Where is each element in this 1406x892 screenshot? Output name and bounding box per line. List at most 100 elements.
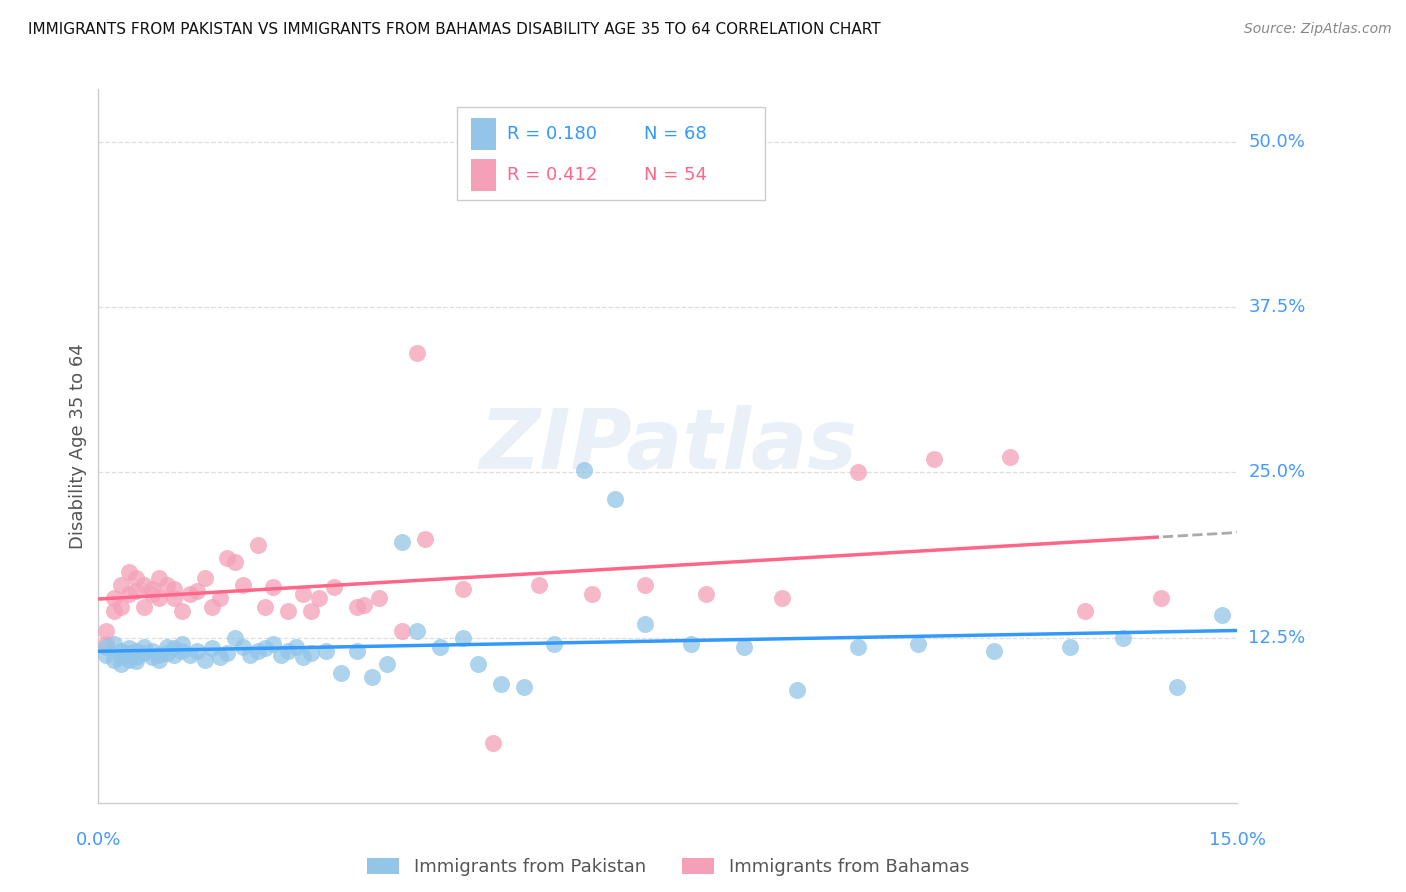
Point bbox=[262, 637, 284, 651]
Point bbox=[270, 648, 292, 662]
Point bbox=[118, 653, 141, 667]
Point bbox=[254, 641, 277, 656]
Point bbox=[163, 648, 186, 662]
Y-axis label: Disability Age 35 to 64: Disability Age 35 to 64 bbox=[69, 343, 87, 549]
Point bbox=[132, 647, 155, 661]
Point bbox=[1166, 680, 1188, 694]
Point bbox=[141, 650, 163, 665]
Text: R = 0.412: R = 0.412 bbox=[508, 166, 598, 184]
Point bbox=[907, 637, 929, 651]
Point bbox=[786, 683, 808, 698]
Point bbox=[284, 640, 307, 654]
Point bbox=[232, 578, 254, 592]
Point bbox=[132, 600, 155, 615]
Point bbox=[170, 644, 193, 658]
Point bbox=[634, 578, 657, 592]
Point bbox=[246, 644, 269, 658]
Point bbox=[163, 591, 186, 605]
Point bbox=[148, 648, 170, 662]
Point bbox=[406, 624, 429, 638]
Point bbox=[194, 653, 217, 667]
Point bbox=[277, 644, 299, 658]
Point bbox=[132, 640, 155, 654]
Point bbox=[292, 650, 315, 665]
Point bbox=[103, 637, 125, 651]
Point bbox=[254, 600, 277, 615]
Point bbox=[118, 647, 141, 661]
Point bbox=[208, 591, 231, 605]
Point bbox=[634, 617, 657, 632]
Point bbox=[679, 637, 702, 651]
Point bbox=[299, 604, 322, 618]
Point bbox=[695, 587, 717, 601]
Text: Source: ZipAtlas.com: Source: ZipAtlas.com bbox=[1244, 22, 1392, 37]
Text: 25.0%: 25.0% bbox=[1249, 464, 1306, 482]
Point bbox=[581, 587, 603, 601]
Point bbox=[103, 591, 125, 605]
Point bbox=[603, 491, 626, 506]
Point bbox=[94, 648, 117, 662]
Point bbox=[232, 640, 254, 654]
Point bbox=[360, 670, 382, 684]
Text: 50.0%: 50.0% bbox=[1249, 133, 1305, 151]
Point bbox=[451, 631, 474, 645]
Point bbox=[125, 650, 148, 665]
Point bbox=[922, 452, 945, 467]
Point bbox=[733, 640, 755, 654]
Point bbox=[179, 648, 201, 662]
FancyBboxPatch shape bbox=[471, 118, 496, 150]
Point bbox=[94, 640, 117, 654]
Point bbox=[125, 584, 148, 599]
Point bbox=[346, 600, 368, 615]
Point bbox=[118, 587, 141, 601]
Point bbox=[118, 641, 141, 656]
Point bbox=[217, 647, 239, 661]
Point bbox=[201, 600, 224, 615]
Point bbox=[224, 555, 246, 569]
Point bbox=[482, 736, 505, 750]
Point bbox=[315, 644, 337, 658]
Point bbox=[208, 650, 231, 665]
Point bbox=[110, 657, 132, 671]
Point bbox=[1150, 591, 1173, 605]
Point bbox=[770, 591, 793, 605]
Point bbox=[103, 653, 125, 667]
Point bbox=[186, 644, 208, 658]
Point bbox=[110, 650, 132, 665]
Point bbox=[156, 578, 179, 592]
Point bbox=[489, 677, 512, 691]
Text: 15.0%: 15.0% bbox=[1209, 831, 1265, 849]
Point bbox=[308, 591, 330, 605]
Point bbox=[118, 565, 141, 579]
Text: ZIPatlas: ZIPatlas bbox=[479, 406, 856, 486]
Point bbox=[194, 571, 217, 585]
Point bbox=[110, 578, 132, 592]
Point bbox=[132, 578, 155, 592]
Point bbox=[413, 532, 436, 546]
Point bbox=[186, 584, 208, 599]
Point bbox=[346, 644, 368, 658]
Point bbox=[94, 637, 117, 651]
Text: N = 68: N = 68 bbox=[644, 125, 707, 143]
Point bbox=[148, 571, 170, 585]
Point bbox=[391, 624, 413, 638]
Point bbox=[983, 644, 1005, 658]
Point bbox=[224, 631, 246, 645]
Point bbox=[375, 657, 398, 671]
Point bbox=[103, 604, 125, 618]
Point bbox=[156, 640, 179, 654]
Point bbox=[246, 538, 269, 552]
Point bbox=[141, 644, 163, 658]
Point bbox=[217, 551, 239, 566]
Point bbox=[148, 653, 170, 667]
Point bbox=[125, 644, 148, 658]
Point bbox=[148, 591, 170, 605]
Point bbox=[277, 604, 299, 618]
FancyBboxPatch shape bbox=[457, 107, 765, 200]
Point bbox=[179, 587, 201, 601]
Point bbox=[163, 582, 186, 596]
Point bbox=[846, 466, 869, 480]
Point bbox=[299, 647, 322, 661]
Point bbox=[512, 680, 534, 694]
Legend: Immigrants from Pakistan, Immigrants from Bahamas: Immigrants from Pakistan, Immigrants fro… bbox=[367, 857, 969, 876]
